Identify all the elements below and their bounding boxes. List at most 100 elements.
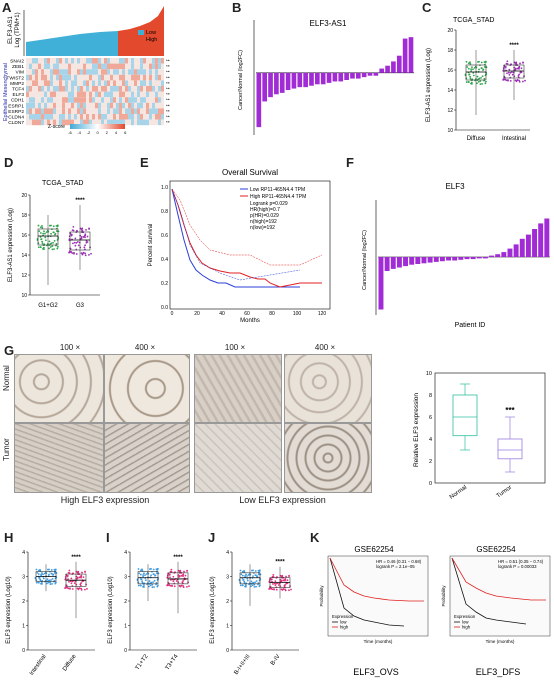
data-point bbox=[141, 581, 144, 584]
heatmap-cell bbox=[98, 80, 101, 86]
heatmap-cell bbox=[92, 102, 95, 109]
data-point bbox=[470, 68, 473, 71]
heatmap-cell bbox=[26, 80, 29, 86]
a-gene-stars: *** bbox=[166, 115, 170, 120]
heatmap-cell bbox=[122, 119, 125, 126]
data-point bbox=[53, 568, 56, 571]
heatmap-cell bbox=[56, 74, 59, 81]
heatmap-cell bbox=[125, 91, 128, 98]
data-point bbox=[44, 236, 47, 239]
heatmap-cell bbox=[152, 114, 155, 120]
heatmap-cell bbox=[50, 91, 53, 98]
k-legend-low: low bbox=[340, 620, 347, 625]
data-point bbox=[81, 252, 84, 255]
panel-c: C TCGA_STAD ELF3-AS1 expression (Log) 10… bbox=[418, 0, 554, 150]
heatmap-cell bbox=[32, 91, 35, 98]
heatmap-cell bbox=[29, 74, 32, 81]
heatmap-cell bbox=[68, 69, 71, 75]
data-point bbox=[477, 80, 480, 83]
data-point bbox=[88, 254, 90, 256]
heatmap-cell bbox=[41, 91, 44, 98]
a-gene-label: CLDN4 bbox=[8, 115, 24, 121]
data-point bbox=[50, 569, 53, 571]
category-label: T3+T4 bbox=[165, 653, 180, 671]
heatmap-cell bbox=[137, 119, 140, 126]
data-point bbox=[137, 584, 140, 587]
heatmap-cell bbox=[101, 86, 104, 92]
heatmap-cell bbox=[128, 91, 131, 98]
heatmap-cell bbox=[71, 114, 74, 120]
data-point bbox=[177, 581, 180, 584]
data-point bbox=[484, 60, 487, 63]
y-tick-label: 18 bbox=[447, 48, 453, 54]
k-ylabel: Probability bbox=[441, 585, 446, 607]
heatmap-cell bbox=[146, 108, 149, 114]
category-label: B-I+II+III bbox=[234, 653, 252, 676]
data-point bbox=[53, 571, 56, 574]
data-point bbox=[142, 585, 144, 588]
k-caption: ELF3_DFS bbox=[476, 667, 521, 677]
data-point bbox=[270, 587, 273, 590]
heatmap-cell bbox=[149, 74, 152, 81]
heatmap-cell bbox=[71, 102, 74, 109]
heatmap-cell bbox=[38, 108, 41, 114]
heatmap-cell bbox=[137, 58, 140, 64]
heatmap-cell bbox=[137, 69, 140, 75]
heatmap-cell bbox=[146, 80, 149, 86]
heatmap-cell bbox=[146, 69, 149, 75]
e-low-curve bbox=[171, 188, 300, 288]
heatmap-cell bbox=[80, 58, 83, 64]
heatmap-cell bbox=[35, 86, 38, 92]
heatmap-cell bbox=[62, 86, 65, 92]
e-stat-line: n(low)=192 bbox=[250, 225, 275, 231]
data-point bbox=[40, 582, 42, 585]
data-point bbox=[85, 240, 88, 242]
f-title: ELF3 bbox=[445, 182, 465, 191]
panel-f-chart: ELF3 Cancer/Normal (log2FC) Patient ID bbox=[362, 182, 550, 329]
heatmap-cell bbox=[50, 63, 53, 70]
data-point bbox=[43, 230, 45, 233]
a-zscore-tick: -6 bbox=[68, 130, 72, 135]
heatmap-cell bbox=[131, 63, 134, 70]
data-point bbox=[471, 66, 473, 69]
heatmap-cell bbox=[47, 119, 50, 126]
bar bbox=[532, 229, 538, 257]
data-point bbox=[239, 569, 242, 572]
data-point bbox=[519, 62, 521, 65]
heatmap-cell bbox=[89, 114, 92, 120]
heatmap-cell bbox=[155, 69, 158, 75]
heatmap-cell bbox=[140, 97, 143, 103]
panel-label: I bbox=[106, 530, 110, 545]
g-row-tumor: Tumor bbox=[2, 438, 11, 461]
heatmap-cell bbox=[161, 58, 164, 64]
heatmap-cell bbox=[80, 102, 83, 109]
heatmap-cell bbox=[89, 86, 92, 92]
heatmap-cell bbox=[137, 80, 140, 86]
data-point bbox=[151, 583, 154, 586]
heatmap-cell bbox=[152, 86, 155, 92]
heatmap-cell bbox=[41, 58, 44, 64]
data-point bbox=[68, 572, 71, 574]
heatmap-cell bbox=[113, 114, 116, 120]
data-point bbox=[35, 581, 38, 584]
heatmap-cell bbox=[56, 108, 59, 114]
box bbox=[69, 231, 91, 251]
data-point bbox=[67, 578, 69, 581]
data-point bbox=[512, 71, 515, 74]
heatmap-cell bbox=[65, 102, 68, 109]
heatmap-cell bbox=[74, 86, 77, 92]
heatmap-cell bbox=[59, 102, 62, 109]
data-point bbox=[170, 568, 173, 571]
y-tick-label: 10 bbox=[426, 371, 432, 377]
heatmap-cell bbox=[65, 114, 68, 120]
data-point bbox=[79, 237, 82, 240]
heatmap-cell bbox=[89, 108, 92, 114]
data-point bbox=[477, 78, 480, 80]
heatmap-cell bbox=[161, 97, 164, 103]
heatmap-cell bbox=[125, 114, 128, 120]
data-point bbox=[268, 579, 271, 581]
data-point bbox=[257, 582, 260, 584]
heatmap-cell bbox=[53, 108, 56, 114]
data-point bbox=[41, 242, 44, 245]
heatmap-cell bbox=[53, 80, 56, 86]
